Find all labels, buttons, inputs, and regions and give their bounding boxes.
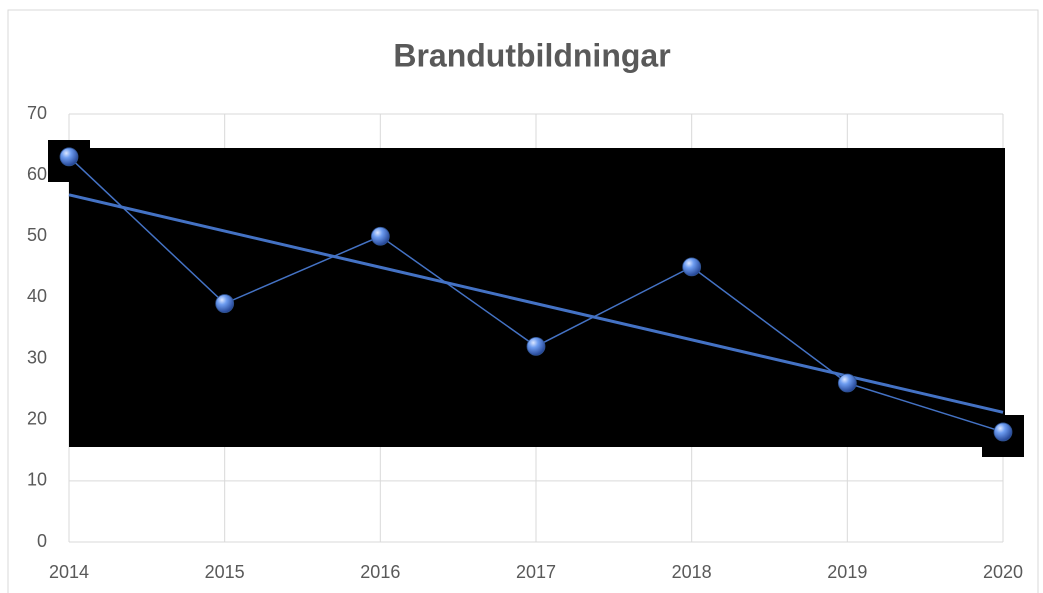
- y-tick-label: 30: [27, 347, 47, 367]
- y-tick-label: 10: [27, 470, 47, 490]
- x-tick-label: 2014: [49, 562, 89, 582]
- marker: [370, 226, 390, 246]
- y-tick-label: 50: [27, 225, 47, 245]
- marker: [682, 257, 702, 277]
- x-tick-label: 2018: [672, 562, 712, 582]
- x-tick-label: 2019: [827, 562, 867, 582]
- y-tick-label: 0: [37, 531, 47, 551]
- redaction-box: [69, 148, 1005, 447]
- x-tick-label: 2017: [516, 562, 556, 582]
- x-tick-label: 2015: [205, 562, 245, 582]
- redaction: [48, 140, 1024, 457]
- marker: [837, 373, 857, 393]
- plot: [59, 147, 1013, 442]
- marker: [215, 294, 235, 313]
- marker: [59, 147, 79, 167]
- y-tick-label: 70: [27, 103, 47, 123]
- chart-title: Brandutbildningar: [393, 37, 670, 73]
- chart-border: [7, 9, 1039, 593]
- marker: [526, 336, 546, 356]
- y-tick-label: 20: [27, 408, 47, 428]
- x-tick-label: 2016: [360, 562, 400, 582]
- y-tick-label: 60: [27, 164, 47, 184]
- x-tick-label: 2020: [983, 562, 1023, 582]
- y-tick-label: 40: [27, 286, 47, 306]
- marker: [993, 422, 1013, 442]
